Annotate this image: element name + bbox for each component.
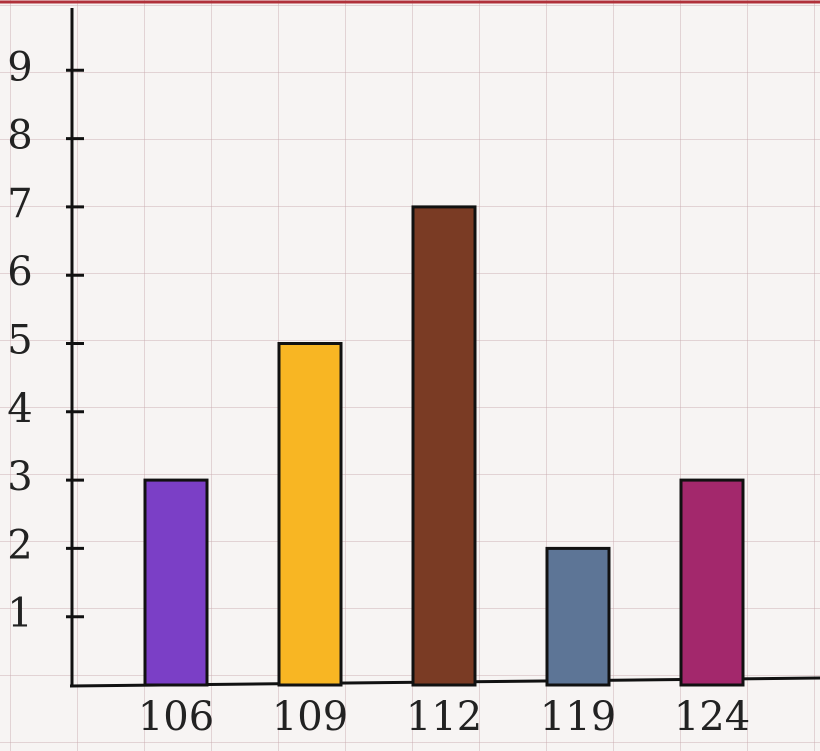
- y-tick-label: 4: [7, 386, 32, 432]
- y-tick-label: 7: [7, 181, 32, 227]
- y-tick-label: 6: [7, 249, 32, 295]
- x-tick-label: 124: [674, 694, 750, 740]
- y-tick-label: 5: [7, 318, 32, 364]
- x-tick-label: 109: [272, 694, 348, 740]
- y-tick-label: 9: [7, 44, 32, 90]
- y-tick-label: 1: [7, 591, 32, 637]
- y-tick-label: 8: [7, 113, 32, 159]
- x-tick-label: 112: [406, 694, 482, 740]
- bar: [411, 205, 477, 687]
- bar: [143, 478, 209, 687]
- y-tick-label: 2: [7, 522, 32, 568]
- y-tick-label: 3: [7, 454, 32, 500]
- x-tick-label: 106: [138, 694, 214, 740]
- bar: [277, 342, 343, 687]
- bar: [545, 546, 611, 687]
- x-tick-label: 119: [540, 694, 616, 740]
- bar: [679, 478, 745, 687]
